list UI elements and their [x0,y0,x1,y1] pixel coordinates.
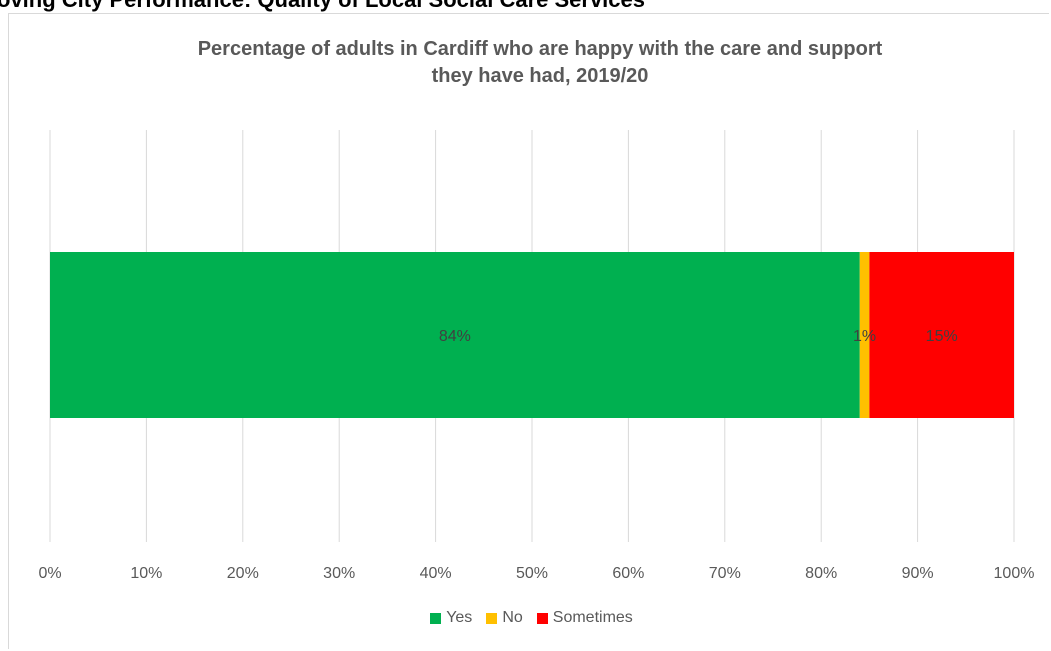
legend-item-yes: Yes [430,609,472,627]
x-tick-label: 80% [805,565,837,582]
x-tick-label: 40% [420,565,452,582]
chart-title-line-2: they have had, 2019/20 [431,65,649,87]
page-heading: oving City Performance: Quality of Local… [0,0,645,14]
x-tick-label: 50% [516,565,548,582]
data-label-no: 1% [853,328,876,345]
legend-item-sometimes: Sometimes [536,609,633,627]
chart-title-line-1: Percentage of adults in Cardiff who are … [197,38,883,60]
chart-legend: Yes No Sometimes [0,609,1051,627]
legend-item-no: No [486,609,523,627]
bar-segment-no [859,252,870,418]
x-tick-label: 30% [323,565,355,582]
legend-swatch [536,612,548,624]
x-tick-label: 100% [994,565,1035,582]
x-tick-label: 10% [130,565,162,582]
data-label-yes: 84% [439,328,471,345]
data-labels: 84% 1% 15% [439,328,958,345]
legend-label: No [502,609,523,626]
x-tick-label: 60% [612,565,644,582]
bar-segment-yes [50,252,860,418]
data-label-sometimes: 15% [926,328,958,345]
legend-label: Sometimes [552,609,633,626]
x-axis-ticks: 0% 10% 20% 30% 40% 50% 60% 70% 80% 90% 100% [38,565,1034,582]
x-tick-label: 0% [38,565,61,582]
x-tick-label: 90% [902,565,934,582]
legend-swatch [486,612,498,624]
bars [50,252,1014,418]
x-tick-label: 70% [709,565,741,582]
legend-swatch [430,612,442,624]
chart-title: Percentage of adults in Cardiff who are … [0,36,1051,90]
legend-label: Yes [446,609,473,626]
x-tick-label: 20% [227,565,259,582]
bar-segment-sometimes [869,252,1014,418]
